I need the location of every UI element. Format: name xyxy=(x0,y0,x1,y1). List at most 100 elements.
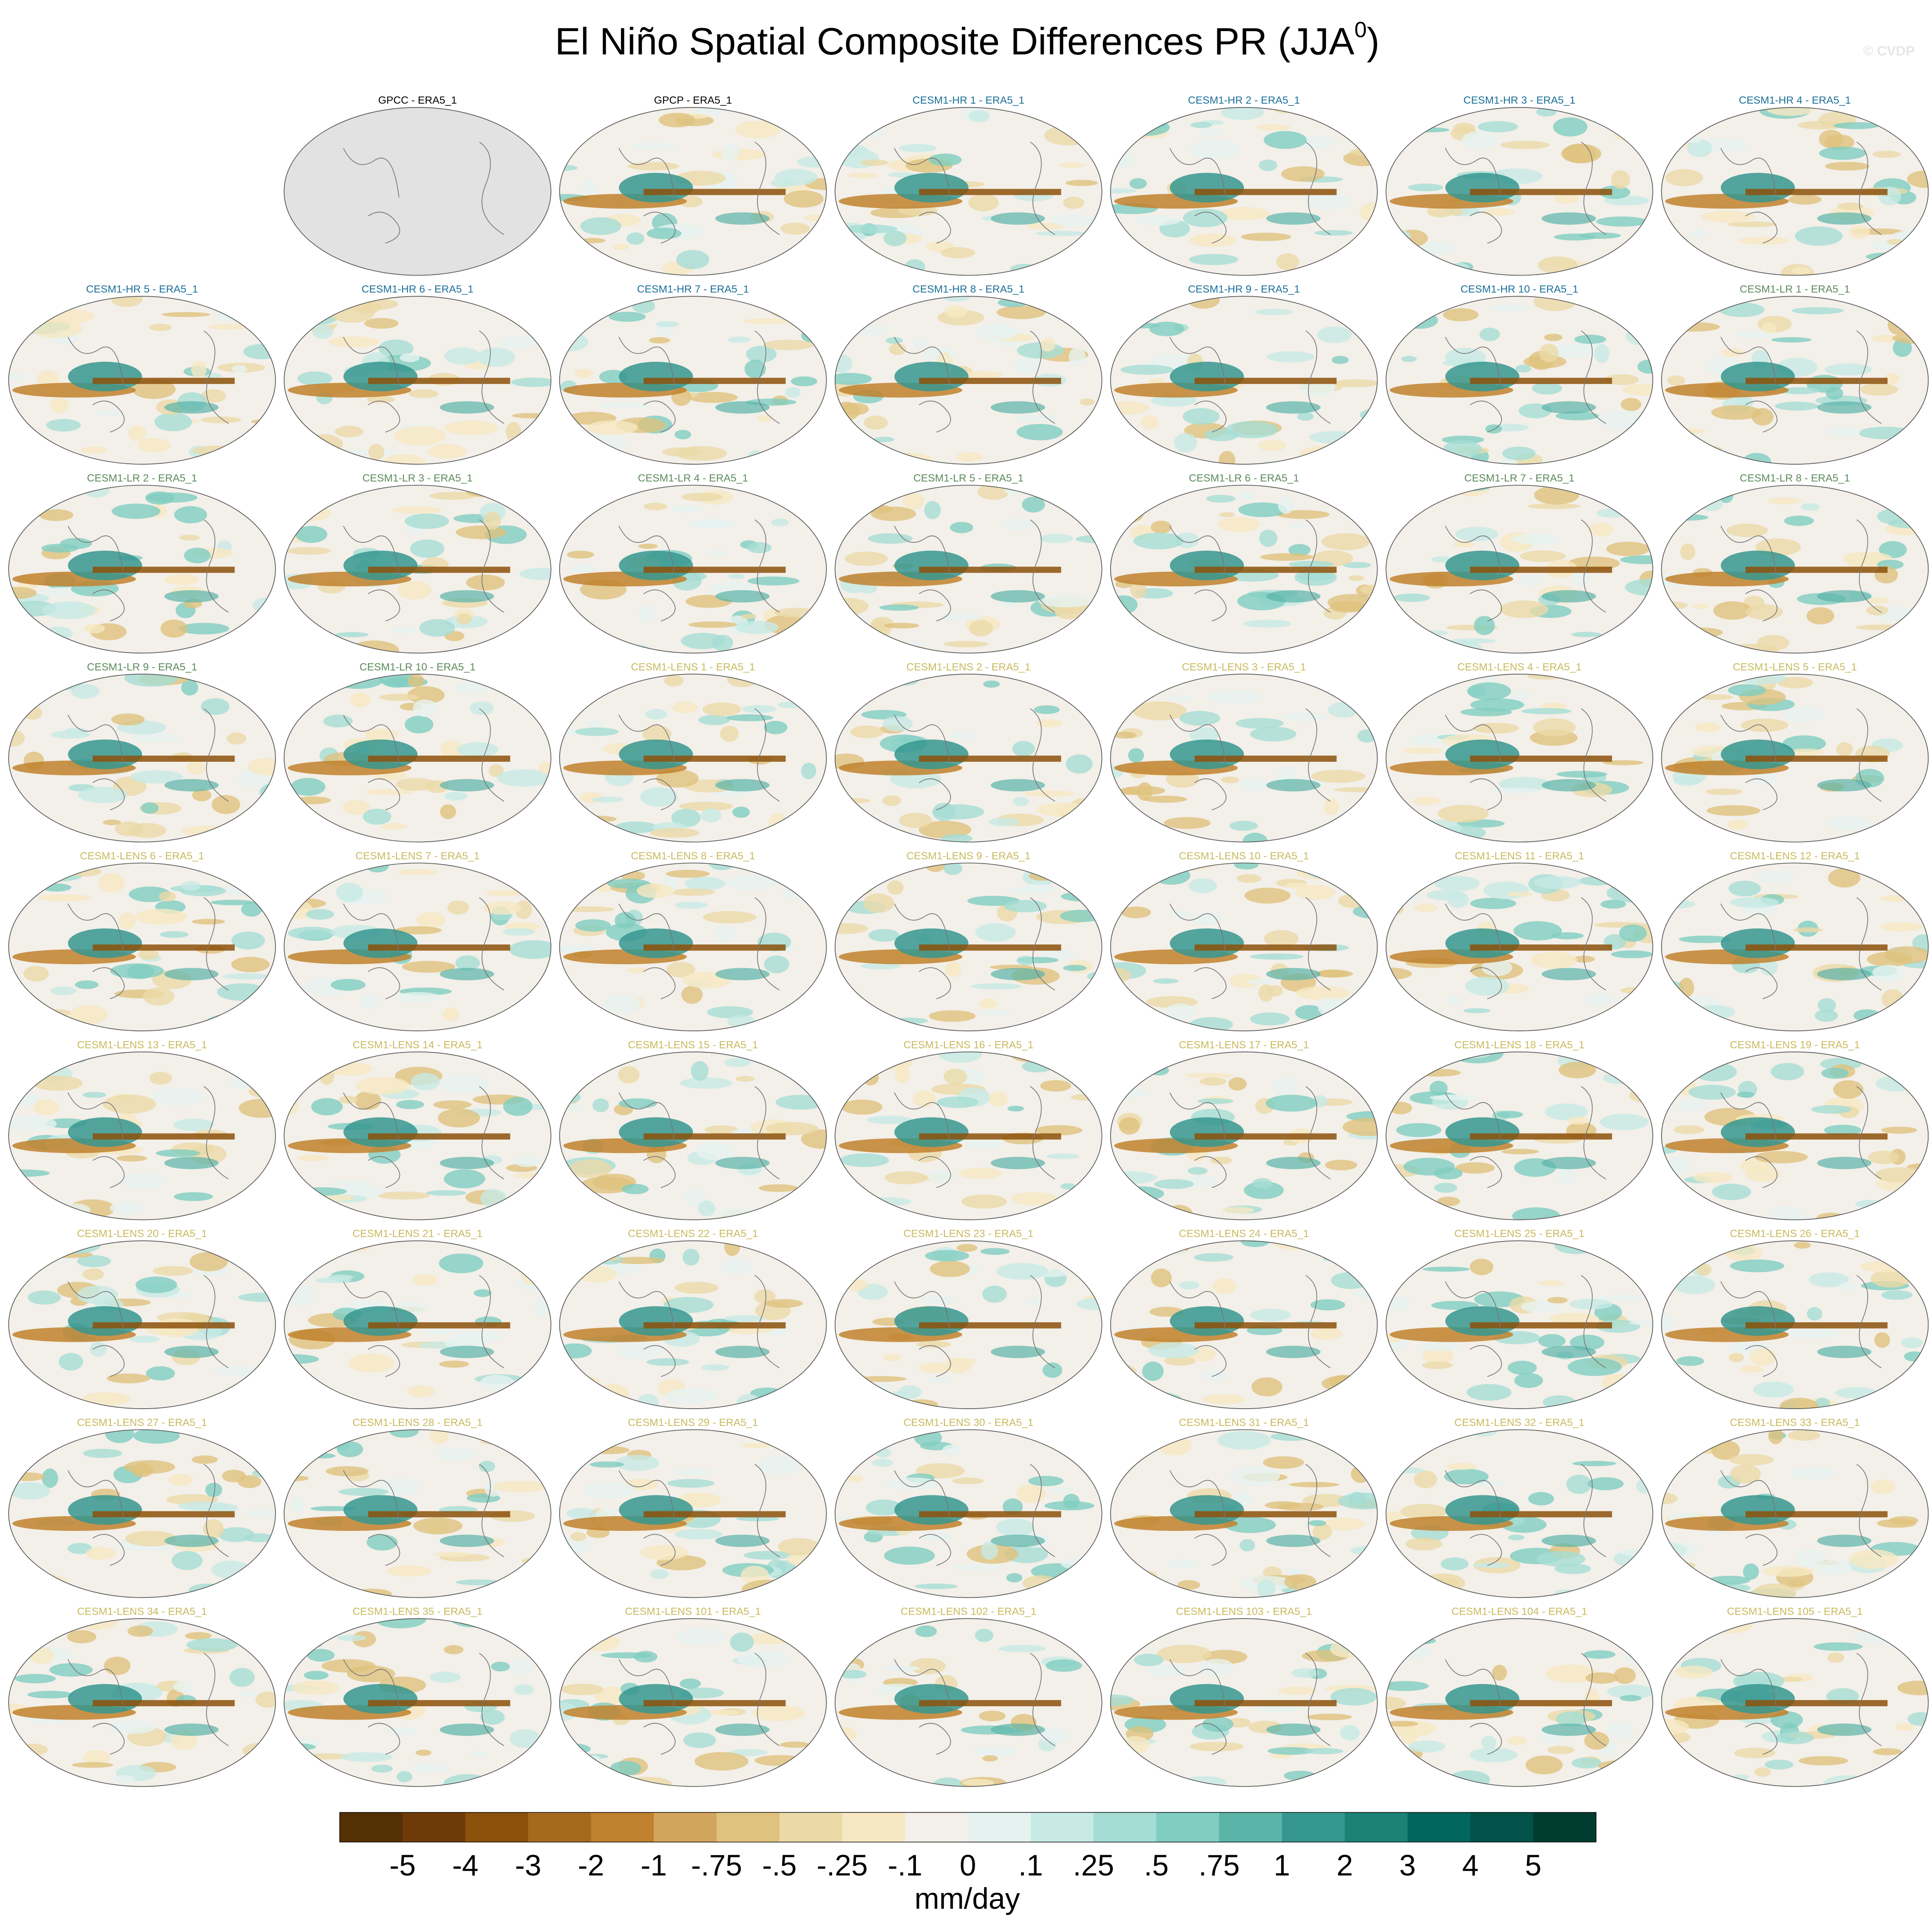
map-patch xyxy=(1661,490,1683,507)
map-patch xyxy=(1818,998,1836,1013)
map-patch xyxy=(1393,593,1430,602)
map-patch xyxy=(1444,1469,1489,1485)
map-patch xyxy=(1707,1619,1752,1634)
map-patch xyxy=(1110,1171,1157,1184)
map xyxy=(559,1241,827,1409)
map-patch xyxy=(1891,1254,1929,1264)
map-patch xyxy=(160,931,189,938)
map-patch xyxy=(146,492,198,503)
colorbar-box xyxy=(716,1812,780,1842)
map-patch xyxy=(238,1292,276,1302)
panel-title: CESM1-LENS 12 - ERA5_1 xyxy=(1730,850,1860,862)
map-patch xyxy=(434,1552,471,1557)
map-patch xyxy=(1554,233,1596,241)
map-patch xyxy=(1234,863,1259,870)
map-patch xyxy=(1202,1717,1234,1732)
map-band xyxy=(1542,590,1596,603)
map-patch xyxy=(125,1530,177,1547)
map-patch xyxy=(1014,357,1041,374)
map-patch xyxy=(171,1551,203,1570)
map-patch xyxy=(168,1473,193,1486)
map-patch xyxy=(1278,495,1294,514)
map xyxy=(1661,863,1929,1031)
map-band xyxy=(368,567,510,573)
map-band xyxy=(1445,1117,1520,1147)
map-patch xyxy=(835,1767,852,1777)
map-patch xyxy=(696,1142,734,1160)
map-patch xyxy=(510,1011,551,1022)
map-patch xyxy=(1074,1636,1102,1652)
map-patch xyxy=(970,983,1022,990)
map-patch xyxy=(979,1711,1006,1722)
map-patch xyxy=(1446,207,1463,215)
map-patch xyxy=(297,371,333,386)
map-patch xyxy=(498,335,535,349)
map-patch xyxy=(510,1729,541,1748)
map-patch xyxy=(1304,268,1337,276)
map-patch xyxy=(1295,986,1349,1000)
map-patch xyxy=(245,1509,276,1517)
map-patch xyxy=(1661,1241,1684,1245)
map-band xyxy=(1470,1511,1612,1517)
map-patch xyxy=(1110,401,1150,415)
map-patch xyxy=(328,674,367,680)
map-patch xyxy=(1329,1375,1358,1389)
map-patch xyxy=(848,172,878,178)
map-patch xyxy=(675,1628,724,1645)
colorbar-box xyxy=(1093,1812,1157,1842)
map-band xyxy=(619,551,693,580)
map-patch xyxy=(780,222,810,235)
map-patch xyxy=(681,985,703,1004)
map-patch xyxy=(1066,754,1093,774)
map-patch xyxy=(518,1434,551,1450)
map-patch xyxy=(942,1444,962,1456)
map-patch xyxy=(1333,1395,1368,1404)
map-patch xyxy=(1027,1298,1043,1306)
colorbar-box xyxy=(591,1812,654,1842)
map-patch xyxy=(952,1563,1003,1571)
map-patch xyxy=(1750,1348,1776,1366)
map xyxy=(835,107,1102,276)
map-patch xyxy=(447,900,469,915)
coastline xyxy=(1720,142,1882,244)
coastline xyxy=(1720,330,1882,433)
map xyxy=(835,674,1102,842)
map-band xyxy=(991,1534,1045,1547)
map-patch xyxy=(1636,1478,1653,1494)
map-patch xyxy=(1784,706,1824,722)
map-patch xyxy=(1536,1551,1586,1567)
map-patch xyxy=(67,1630,97,1644)
map-band xyxy=(715,1534,770,1547)
map-patch xyxy=(1276,253,1299,270)
map-patch xyxy=(1022,884,1055,890)
map-patch xyxy=(765,1299,803,1308)
map-patch xyxy=(149,323,172,331)
map-patch xyxy=(1496,1111,1523,1118)
map-patch xyxy=(626,232,645,245)
map-patch xyxy=(130,770,183,784)
map-band xyxy=(619,1495,693,1525)
map-patch xyxy=(284,898,326,909)
map xyxy=(9,485,276,653)
map-patch xyxy=(589,1461,624,1468)
map xyxy=(559,674,827,842)
map-patch xyxy=(1790,1467,1836,1480)
coastline xyxy=(343,897,504,999)
map-patch xyxy=(1292,1668,1319,1678)
map-patch xyxy=(763,339,813,350)
map-patch xyxy=(1625,323,1653,329)
colorbar-box xyxy=(842,1812,906,1842)
map-patch xyxy=(23,1430,53,1439)
map-patch xyxy=(757,830,792,842)
colorbar-box xyxy=(1407,1812,1471,1842)
map-patch xyxy=(203,373,222,380)
map-patch xyxy=(1712,1184,1751,1200)
map-patch xyxy=(1003,1498,1023,1515)
map-patch xyxy=(1761,322,1777,334)
map-patch xyxy=(1893,115,1929,135)
map-patch xyxy=(572,637,604,652)
map-band xyxy=(1170,1495,1244,1525)
map-patch xyxy=(1556,1711,1587,1727)
map-patch xyxy=(409,389,439,398)
map-patch xyxy=(402,961,456,973)
